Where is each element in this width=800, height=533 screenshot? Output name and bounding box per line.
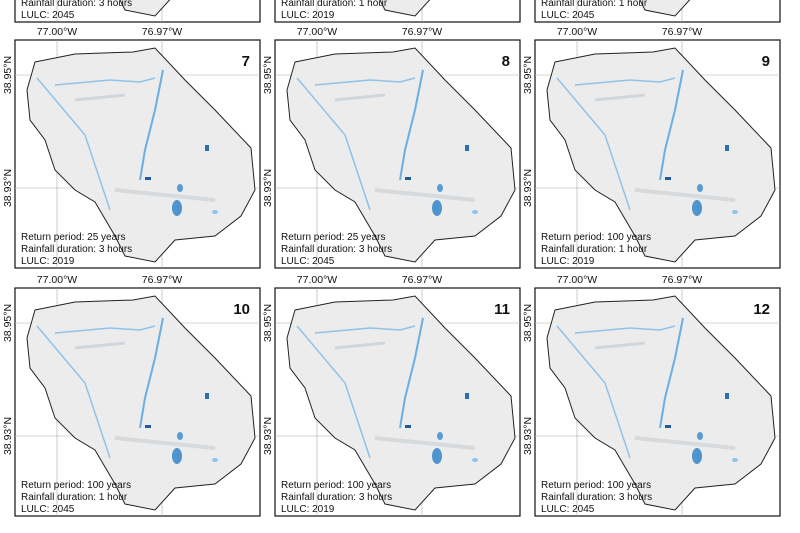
duration-label: Rainfall duration: 1 hour xyxy=(281,0,388,9)
lat-label: 38.95°N xyxy=(522,56,534,94)
lat-label: 38.93°N xyxy=(262,417,274,455)
duration-label: Rainfall duration: 3 hours xyxy=(281,244,392,255)
lon-label: 77.00°W xyxy=(37,274,77,286)
lon-label: 77.00°W xyxy=(297,26,337,38)
lat-label: 38.95°N xyxy=(2,56,14,94)
lon-label: 77.00°W xyxy=(297,274,337,286)
duration-label: Rainfall duration: 3 hours xyxy=(541,492,652,503)
lulc-label: LULC: 2019 xyxy=(281,504,335,515)
duration-label: Rainfall duration: 1 hour xyxy=(541,244,648,255)
lat-label: 38.93°N xyxy=(522,169,534,207)
lon-label: 76.97°W xyxy=(142,26,182,38)
lulc-label: LULC: 2045 xyxy=(21,504,75,515)
lat-label: 38.93°N xyxy=(522,417,534,455)
lon-label: 76.97°W xyxy=(402,274,442,286)
duration-label: Rainfall duration: 3 hours xyxy=(21,244,132,255)
lat-label: 38.95°N xyxy=(522,304,534,342)
lat-label: 38.93°N xyxy=(2,417,14,455)
lon-label: 76.97°W xyxy=(662,26,702,38)
lat-label: 38.95°N xyxy=(2,304,14,342)
duration-label: Rainfall duration: 1 hour xyxy=(541,0,648,9)
lulc-label: LULC: 2019 xyxy=(21,256,75,267)
lon-label: 76.97°W xyxy=(402,26,442,38)
lulc-label: LULC: 2045 xyxy=(21,10,75,21)
panel-number: 12 xyxy=(753,301,770,318)
lon-label: 76.97°W xyxy=(662,274,702,286)
return-period-label: Return period: 25 years xyxy=(281,232,386,243)
lulc-label: LULC: 2019 xyxy=(541,256,595,267)
panel-number: 9 xyxy=(762,53,770,70)
lat-label: 38.95°N xyxy=(262,56,274,94)
lulc-label: LULC: 2045 xyxy=(541,10,595,21)
panel-number: 11 xyxy=(494,301,510,318)
lulc-label: LULC: 2019 xyxy=(281,10,335,21)
lon-label: 77.00°W xyxy=(557,26,597,38)
lulc-label: LULC: 2045 xyxy=(281,256,335,267)
lat-label: 38.95°N xyxy=(262,304,274,342)
lon-label: 77.00°W xyxy=(37,26,77,38)
return-period-label: Return period: 100 years xyxy=(21,480,131,491)
return-period-label: Return period: 100 years xyxy=(541,232,651,243)
lat-label: 38.93°N xyxy=(262,169,274,207)
return-period-label: Return period: 25 years xyxy=(21,232,126,243)
return-period-label: Return period: 100 years xyxy=(281,480,391,491)
duration-label: Rainfall duration: 3 hours xyxy=(21,0,132,9)
panel-number: 8 xyxy=(502,53,510,70)
panel-number: 7 xyxy=(242,53,250,70)
duration-label: Rainfall duration: 1 hour xyxy=(21,492,128,503)
return-period-label: Return period: 100 years xyxy=(541,480,651,491)
duration-label: Rainfall duration: 3 hours xyxy=(281,492,392,503)
lat-label: 38.93°N xyxy=(2,169,14,207)
lon-label: 77.00°W xyxy=(557,274,597,286)
lulc-label: LULC: 2045 xyxy=(541,504,595,515)
lon-label: 76.97°W xyxy=(142,274,182,286)
panel-number: 10 xyxy=(233,301,250,318)
